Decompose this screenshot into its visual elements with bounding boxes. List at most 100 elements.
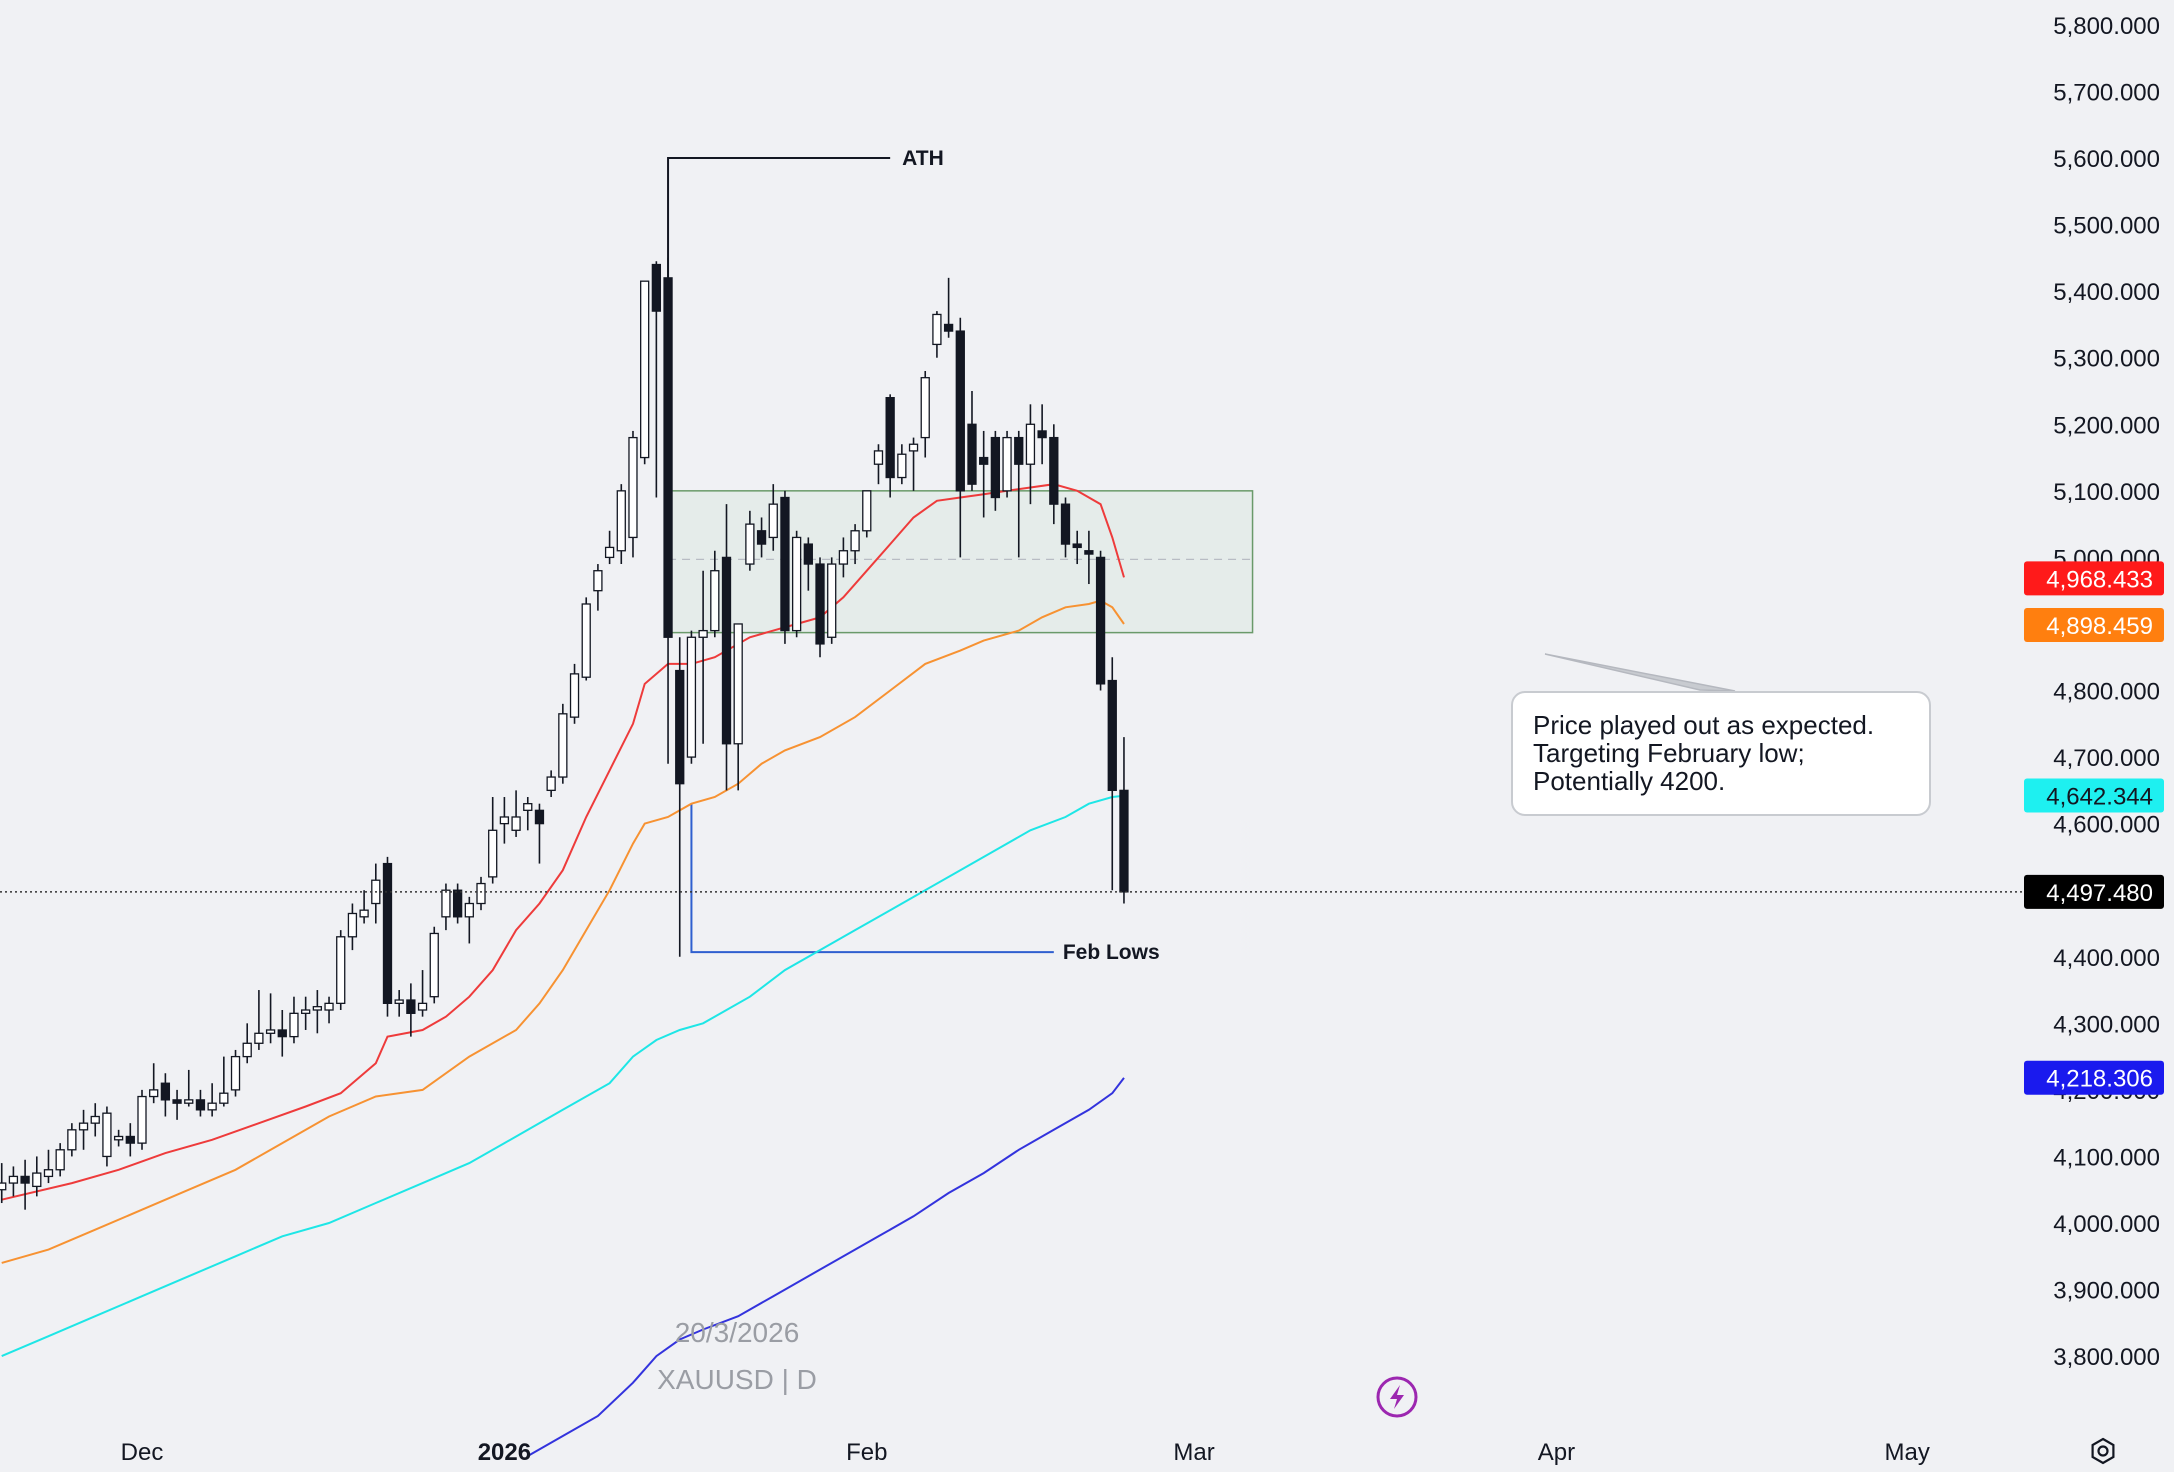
candle xyxy=(710,550,720,638)
candle-body-down xyxy=(1060,503,1071,545)
candle xyxy=(920,371,930,458)
candle xyxy=(476,876,486,911)
candle-body-up xyxy=(1025,423,1036,465)
candle xyxy=(675,637,685,957)
candle xyxy=(979,430,989,518)
candle xyxy=(581,597,591,681)
candle-body-up xyxy=(476,882,486,905)
candle-body-up xyxy=(184,1099,194,1104)
candle xyxy=(488,797,498,884)
candle-body-down xyxy=(534,809,545,825)
candles xyxy=(0,257,1129,1210)
candle-body-up xyxy=(8,1175,19,1184)
x-tick-label: Dec xyxy=(121,1439,164,1466)
candle xyxy=(382,856,393,1017)
candle xyxy=(195,1089,206,1117)
candle-body-up xyxy=(230,1055,241,1091)
candle xyxy=(908,437,919,491)
ath-label: ATH xyxy=(902,147,944,170)
x-tick-label: Feb xyxy=(846,1439,887,1466)
candle-body-down xyxy=(1084,550,1094,555)
price-labels: 4,968.433 4,898.459 4,642.344 4,218.306 4,49… xyxy=(2024,561,2164,1095)
candle-body-up xyxy=(862,490,872,532)
candle-body-down xyxy=(803,543,813,565)
candle xyxy=(616,484,626,565)
candle-body-down xyxy=(1095,556,1106,685)
candle-body-down xyxy=(1107,679,1117,792)
ma-price-label-3: 4,642.344 xyxy=(2024,778,2164,813)
candle xyxy=(791,530,802,638)
candle xyxy=(511,790,521,837)
ma-line-3 xyxy=(1,794,1125,1358)
candle xyxy=(347,903,358,951)
candle-body-up xyxy=(604,546,615,559)
candle xyxy=(1119,737,1129,904)
candle-body-up xyxy=(873,450,884,465)
candle xyxy=(464,896,474,944)
ma-price-label-3-text: 4,642.344 xyxy=(2046,783,2153,810)
candle xyxy=(55,1143,65,1177)
candle-body-up xyxy=(850,530,860,552)
callout-line-1: Price played out as expected. xyxy=(1533,710,1875,740)
callout-line-3: Potentially 4200. xyxy=(1533,766,1726,796)
candle xyxy=(1072,530,1082,565)
y-tick-label: 4,700.000 xyxy=(2053,745,2160,772)
callout-line-2: Targeting February low; xyxy=(1533,738,1805,768)
candle-body-up xyxy=(558,713,568,778)
lightning-icon[interactable] xyxy=(1376,1376,1418,1418)
candle xyxy=(499,797,510,844)
y-tick-label: 5,800.000 xyxy=(2053,13,2160,40)
candle-body-up xyxy=(640,280,650,459)
candle xyxy=(546,770,556,798)
candle xyxy=(745,510,755,571)
y-tick-label: 4,100.000 xyxy=(2053,1144,2160,1171)
y-tick-label: 4,000.000 xyxy=(2053,1211,2160,1238)
y-tick-label: 5,100.000 xyxy=(2053,479,2160,506)
candle-body-up xyxy=(897,453,907,479)
candle-body-down xyxy=(1119,789,1129,893)
candle-body-down xyxy=(675,669,685,785)
feb-lows-line xyxy=(690,803,1054,954)
candle xyxy=(534,803,545,864)
candle-body-up xyxy=(745,523,755,565)
ma-price-label-1-box xyxy=(2024,561,2164,596)
candle xyxy=(1014,430,1024,558)
candle xyxy=(780,490,790,644)
candle xyxy=(359,890,369,924)
ma-price-label-1: 4,968.433 xyxy=(2024,561,2164,596)
candle xyxy=(1107,657,1117,891)
x-axis: Dec 2026 Feb Mar Apr May xyxy=(121,1439,1930,1466)
candle-body-up xyxy=(710,570,720,632)
annotation-callout: Price played out as expected. Targeting … xyxy=(1511,691,1931,816)
candle-body-up xyxy=(347,912,358,938)
candle-body-up xyxy=(546,776,556,792)
candle-body-down xyxy=(979,456,989,465)
ma-line-4 xyxy=(527,1077,1125,1457)
candle xyxy=(312,990,323,1034)
candle xyxy=(990,430,1001,511)
candle-body-up xyxy=(265,1029,276,1034)
candle xyxy=(242,1023,252,1064)
candle-body-down xyxy=(452,889,463,918)
candle xyxy=(160,1073,171,1117)
candle-body-up xyxy=(301,1009,311,1014)
settings-icon[interactable] xyxy=(2091,1437,2115,1465)
candle xyxy=(850,524,860,565)
candle-body-up xyxy=(149,1089,159,1098)
y-tick-label: 5,500.000 xyxy=(2053,213,2160,240)
candle xyxy=(406,983,416,1037)
candle-body-up xyxy=(791,536,802,632)
candle-body-up xyxy=(429,932,439,998)
candle-body-up xyxy=(417,1002,428,1011)
candle-body-down xyxy=(1049,436,1059,505)
y-tick-label: 5,600.000 xyxy=(2053,146,2160,173)
candle-body-up xyxy=(441,889,451,918)
candle-body-up xyxy=(242,1042,252,1058)
candle xyxy=(1095,550,1106,691)
y-tick-label: 4,600.000 xyxy=(2053,812,2160,839)
candle xyxy=(955,317,965,558)
candle-body-down xyxy=(967,423,977,485)
candle-body-down xyxy=(172,1099,182,1104)
candle xyxy=(1049,424,1059,525)
candle-body-up xyxy=(733,623,743,745)
